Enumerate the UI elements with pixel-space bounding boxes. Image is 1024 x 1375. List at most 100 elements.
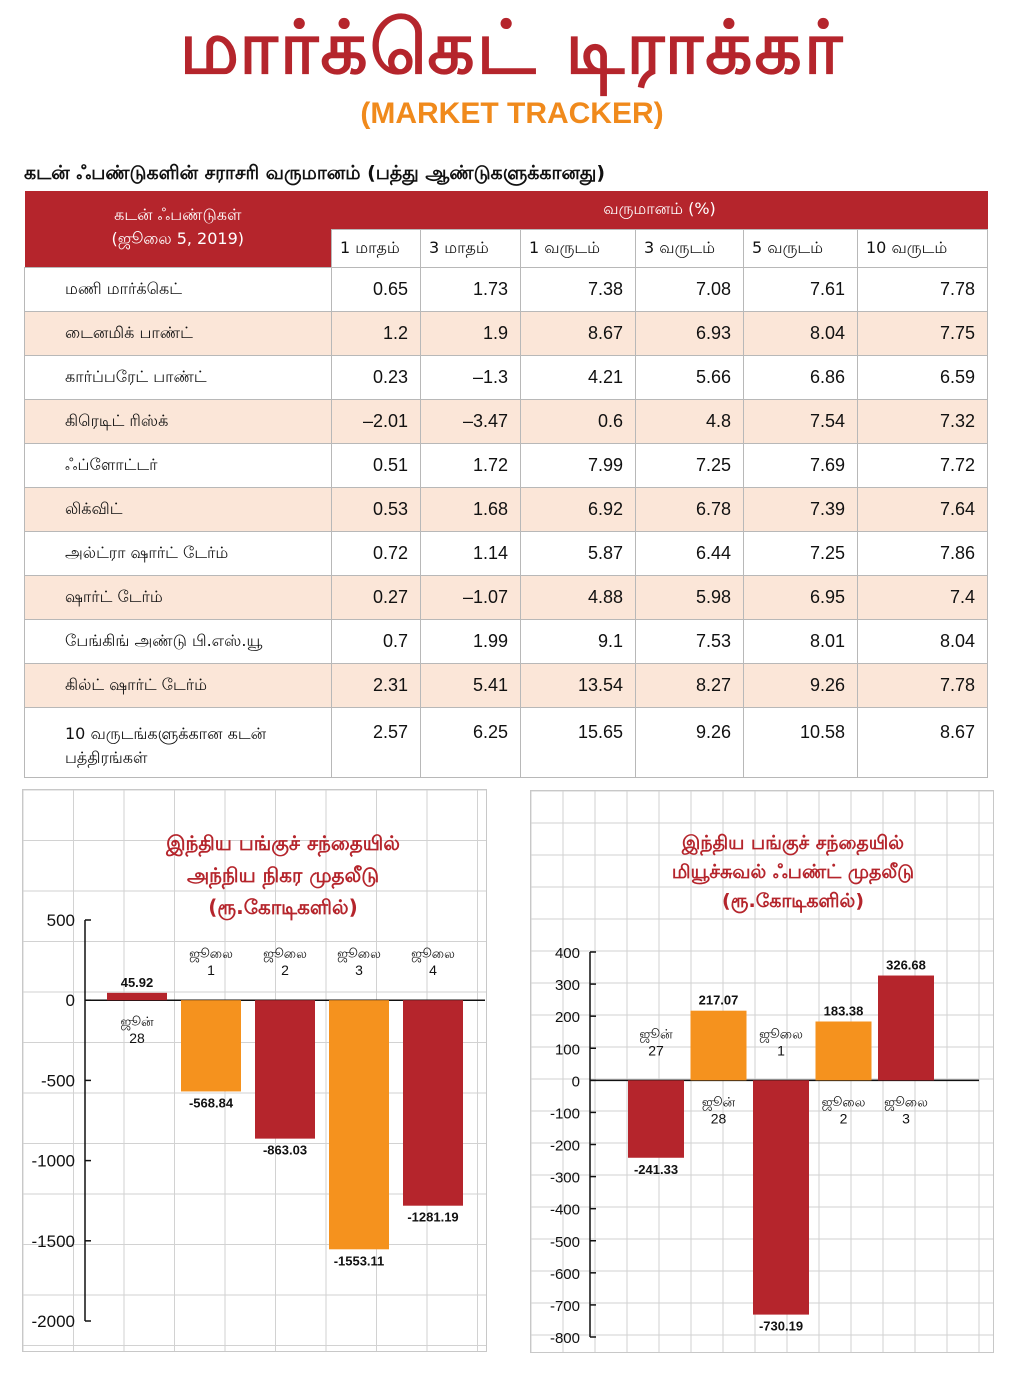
return-value-cell: 9.26 xyxy=(635,706,744,778)
data-label: 183.38 xyxy=(824,1003,864,1018)
period-header: 3 மாதம் xyxy=(420,228,521,268)
period-header: 10 வருடம் xyxy=(856,228,989,268)
return-value-cell: 1.72 xyxy=(420,442,521,488)
return-value-cell: 0.72 xyxy=(331,530,421,576)
table-row: டைனமிக் பாண்ட் 1.2 1.9 8.67 6.93 8.04 7.75 xyxy=(24,310,989,356)
return-value-cell: 6.95 xyxy=(743,574,858,620)
bar xyxy=(403,1000,463,1206)
return-value-cell: 1.14 xyxy=(420,530,521,576)
bar xyxy=(329,1000,389,1250)
return-value-cell: 5.98 xyxy=(635,574,744,620)
y-tick-label: 300 xyxy=(555,977,580,994)
return-value-cell: 8.67 xyxy=(856,706,989,778)
return-value-cell: 7.64 xyxy=(856,486,989,532)
category-label-line1: ஜூலை xyxy=(263,947,307,962)
fund-name-cell: ஷார்ட் டேர்ம் xyxy=(24,574,332,620)
return-value-cell: 5.87 xyxy=(520,530,636,576)
chart-title-line: இந்திய பங்குச் சந்தையில் xyxy=(165,831,400,857)
return-value-cell: 7.38 xyxy=(520,266,636,312)
return-value-cell: 0.53 xyxy=(331,486,421,532)
y-tick-label: -2000 xyxy=(32,1312,75,1331)
table-row: கிரெடிட் ரிஸ்க் –2.01 –3.47 0.6 4.8 7.54 7.32 xyxy=(24,398,989,444)
table-row: கில்ட் ஷார்ட் டேர்ம் 2.31 5.41 13.54 8.27 9.2… xyxy=(24,662,989,708)
y-tick-label: -100 xyxy=(550,1105,580,1122)
fii-chart-svg: இந்திய பங்குச் சந்தையில் அந்நிய நிகர முதல… xyxy=(23,790,486,1351)
category-label-line1: ஜூலை xyxy=(822,1095,866,1110)
return-value-cell: 0.7 xyxy=(331,618,421,664)
return-value-cell: 6.86 xyxy=(743,354,858,400)
fund-name-cell: மணி மார்க்கெட் xyxy=(24,266,332,312)
return-value-cell: 6.59 xyxy=(856,354,989,400)
category-label-line1: ஜூலை xyxy=(884,1095,928,1110)
table-row: லிக்விட் 0.53 1.68 6.92 6.78 7.39 7.64 xyxy=(24,486,989,532)
category-label-line2: 27 xyxy=(648,1042,664,1058)
return-value-cell: 0.6 xyxy=(520,398,636,444)
return-value-cell: 8.27 xyxy=(635,662,744,708)
return-value-cell: 1.68 xyxy=(420,486,521,532)
y-tick-label: -1500 xyxy=(32,1232,75,1251)
data-label: -1553.11 xyxy=(334,1253,385,1268)
return-value-cell: 6.92 xyxy=(520,486,636,532)
table-row: 10 வருடங்களுக்கான கடன் பத்திரங்கள் 2.57 6.2… xyxy=(24,706,989,778)
period-header: 1 வருடம் xyxy=(520,228,636,268)
return-value-cell: 7.39 xyxy=(743,486,858,532)
table-row: ஃப்ளோட்டர் 0.51 1.72 7.99 7.25 7.69 7.72 xyxy=(24,442,989,488)
category-label-line1: ஜூன் xyxy=(639,1027,673,1042)
period-header: 1 மாதம் xyxy=(331,228,421,268)
bar xyxy=(690,1010,747,1081)
table-row: கார்ப்பரேட் பாண்ட் 0.23 –1.3 4.21 5.66 6.86 6.… xyxy=(24,354,989,400)
category-label-line2: 2 xyxy=(281,962,289,978)
category-label-line1: ஜூலை xyxy=(337,947,381,962)
table-row: மணி மார்க்கெட் 0.65 1.73 7.38 7.08 7.61 7.78 xyxy=(24,266,989,312)
bar xyxy=(107,992,167,1001)
category-label-line1: ஜூன் xyxy=(702,1095,736,1110)
chart-title-line: (ரூ.கோடிகளில்) xyxy=(208,895,358,921)
return-value-cell: –3.47 xyxy=(420,398,521,444)
return-value-cell: 7.72 xyxy=(856,442,989,488)
return-value-cell: 1.73 xyxy=(420,266,521,312)
y-tick-label: 400 xyxy=(555,945,580,962)
return-value-cell: 7.99 xyxy=(520,442,636,488)
fund-column-header-line1: கடன் ஃபண்டுகள் xyxy=(114,205,242,224)
category-label-line1: ஜூலை xyxy=(189,947,233,962)
category-label-line2: 1 xyxy=(207,962,215,978)
table-body: மணி மார்க்கெட் 0.65 1.73 7.38 7.08 7.61 7.78 டை… xyxy=(24,266,989,778)
y-tick-label: 0 xyxy=(66,991,75,1010)
return-value-cell: 7.4 xyxy=(856,574,989,620)
return-value-cell: –1.07 xyxy=(420,574,521,620)
bar xyxy=(181,1000,241,1092)
fund-name-cell: ஃப்ளோட்டர் xyxy=(24,442,332,488)
y-tick-label: 200 xyxy=(555,1009,580,1026)
return-value-cell: 8.04 xyxy=(743,310,858,356)
return-value-cell: 1.99 xyxy=(420,618,521,664)
chart-title-line: மியூச்சுவல் ஃபண்ட் முதலீடு xyxy=(672,861,914,885)
return-value-cell: 5.41 xyxy=(420,662,521,708)
chart-title-line: (ரூ.கோடிகளில்) xyxy=(722,890,864,914)
return-value-cell: 2.57 xyxy=(331,706,421,778)
category-label-line2: 1 xyxy=(777,1042,785,1058)
return-value-cell: 4.21 xyxy=(520,354,636,400)
fund-name-cell: கார்ப்பரேட் பாண்ட் xyxy=(24,354,332,400)
fund-name-cell: கில்ட் ஷார்ட் டேர்ம் xyxy=(24,662,332,708)
category-label-line2: 2 xyxy=(840,1110,848,1126)
table-row: அல்ட்ரா ஷார்ட் டேர்ம் 0.72 1.14 5.87 6.44 7.2… xyxy=(24,530,989,576)
table-row: பேங்கிங் அண்டு பி.எஸ்.யூ 0.7 1.99 9.1 7.53 8.… xyxy=(24,618,989,664)
category-label-line1: ஜூன் xyxy=(120,1015,154,1030)
table-row: ஷார்ட் டேர்ம் 0.27 –1.07 4.88 5.98 6.95 7.4 xyxy=(24,574,989,620)
return-value-cell: 0.51 xyxy=(331,442,421,488)
data-label: -568.84 xyxy=(189,1095,234,1110)
return-value-cell: 7.86 xyxy=(856,530,989,576)
fund-name-cell: 10 வருடங்களுக்கான கடன் பத்திரங்கள் xyxy=(24,706,332,778)
return-value-cell: 0.27 xyxy=(331,574,421,620)
y-tick-label: -300 xyxy=(550,1170,580,1187)
return-value-cell: 10.58 xyxy=(743,706,858,778)
y-tick-label: -400 xyxy=(550,1202,580,1219)
return-value-cell: 7.25 xyxy=(635,442,744,488)
category-label-line1: ஜூலை xyxy=(411,947,455,962)
fii-chart: இந்திய பங்குச் சந்தையில் அந்நிய நிகர முதல… xyxy=(22,789,487,1352)
returns-group-header: வருமானம் (%) xyxy=(331,191,988,229)
page-title: மார்க்கெட் டிராக்கர் xyxy=(179,5,845,91)
return-value-cell: 8.04 xyxy=(856,618,989,664)
y-tick-label: 500 xyxy=(47,911,75,930)
return-value-cell: 0.65 xyxy=(331,266,421,312)
